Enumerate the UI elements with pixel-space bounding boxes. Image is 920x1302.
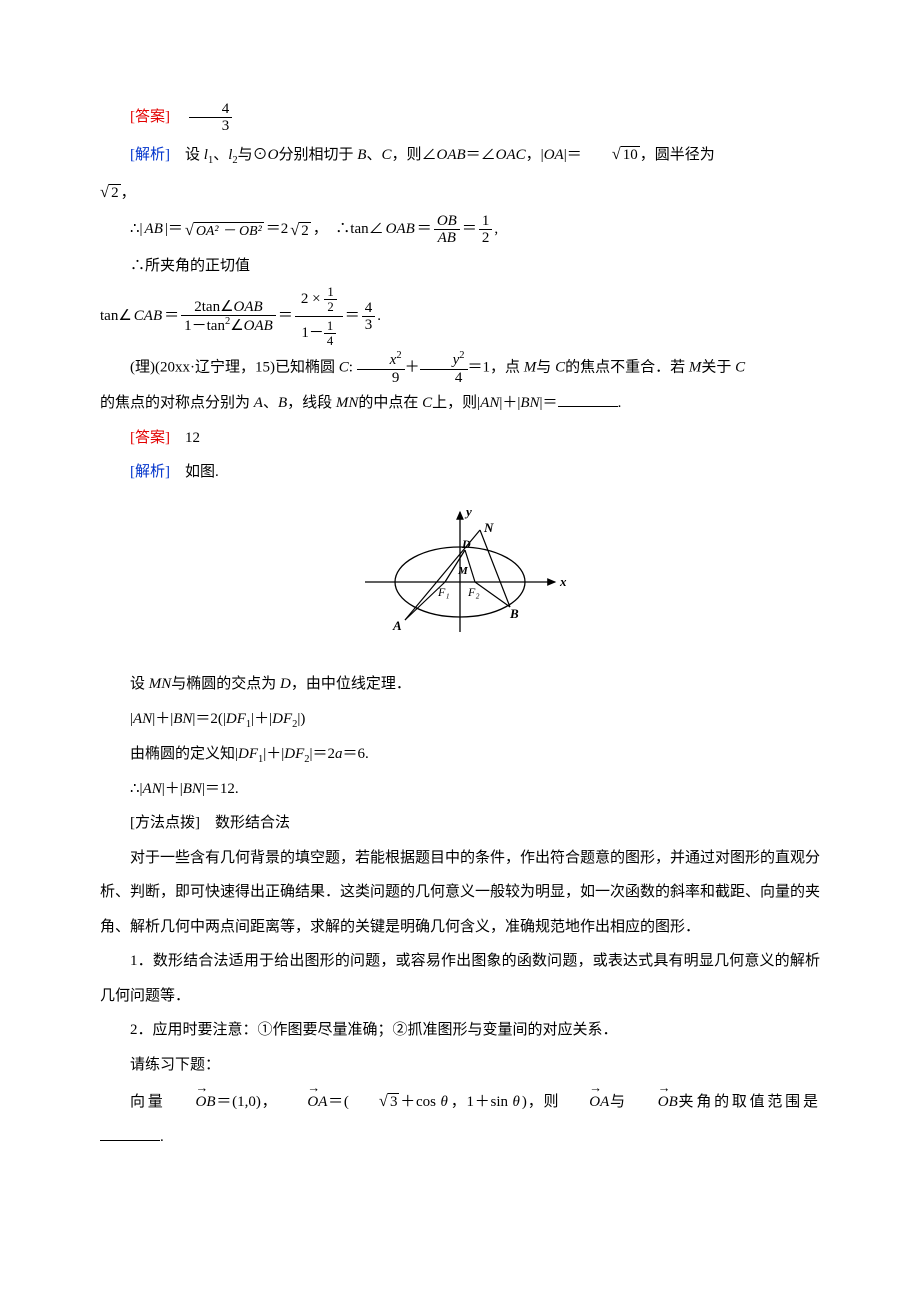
x-label: x — [559, 574, 567, 589]
exercise: 向量OB＝(1,0)，OA＝(3＋cos θ，1＋sin θ)，则OA与OB夹角… — [100, 1082, 820, 1120]
f2-label: F₂ — [467, 585, 480, 599]
answer1: [答案] 4 3 — [100, 100, 820, 135]
vec-oa2: OA — [559, 1085, 609, 1120]
blank-answer — [558, 391, 618, 407]
analysis1-line1b: 2， — [100, 173, 820, 211]
ab-line: ∴|AB|＝ OA² － OB²＝22， ∴tan∠OAB＝ OBAB＝ 12, — [100, 211, 820, 249]
y2-4: y24 — [420, 350, 468, 386]
x2-9: x29 — [357, 350, 405, 386]
problem2: (理)(20xx·辽宁理，15)已知椭圆 C: x29＋y24＝1，点 M与 C… — [100, 350, 820, 386]
ellipse-figure: F₁ F₂ x y N D M A B — [100, 502, 820, 656]
pf-l2: |AN|＋|BN|＝2(|DF1|＋|DF2|) — [100, 702, 820, 737]
answer1-frac: 4 3 — [189, 101, 233, 135]
d-label: D — [461, 537, 471, 551]
b-label: B — [509, 606, 519, 621]
analysis1-line1: [解析] 设 l1、l2与⊙O分别相切于 B、C，则∠OAB＝∠OAC，|OA|… — [100, 135, 820, 173]
tan-label: ∴所夹角的正切值 — [100, 249, 820, 284]
one-half: 12 — [479, 213, 493, 247]
method-label: [方法点拨] 数形结合法 — [100, 806, 820, 841]
method-p1: 对于一些含有几何背景的填空题，若能根据题目中的条件，作出符合题意的图形，并通过对… — [100, 841, 820, 945]
vec-ob2: OB — [628, 1085, 678, 1120]
method-p3: 2．应用时要注意：①作图要尽量准确；②抓准图形与变量间的对应关系． — [100, 1013, 820, 1048]
four-thirds: 43 — [362, 300, 376, 334]
n-label: N — [483, 520, 494, 535]
y-label: y — [464, 504, 472, 519]
ob-over-ab: OBAB — [434, 213, 460, 247]
answer1-label: [答案] — [130, 109, 170, 125]
problem2-line2: 的焦点的对称点分别为 A、B，线段 MN的中点在 C上，则|AN|＋|BN|＝. — [100, 386, 820, 421]
blank-exercise — [100, 1125, 160, 1141]
m-label: M — [457, 565, 469, 577]
answer2: [答案] 12 — [100, 421, 820, 456]
pf-l1: 设 MN与椭圆的交点为 D，由中位线定理． — [100, 667, 820, 702]
pf-l4: ∴|AN|＋|BN|＝12. — [100, 772, 820, 807]
tan-cab: tan∠CAB＝ 2tan∠OAB 1－tan2∠OAB ＝ 2 × 12 1－… — [100, 283, 820, 350]
method-p2: 1．数形结合法适用于给出图形的问题，或容易作出图象的函数问题，或表达式具有明显几… — [100, 944, 820, 1013]
vec-oa: OA — [277, 1085, 327, 1120]
analysis-label: [解析] — [130, 147, 170, 163]
tan-frac2: 2 × 12 1－14 — [295, 283, 343, 350]
a-label: A — [392, 618, 402, 633]
sqrt-oa-ob: OA² － OB² — [185, 211, 264, 249]
sqrt10: 10 — [582, 135, 640, 173]
figure-svg: F₁ F₂ x y N D M A B — [350, 502, 570, 642]
exercise-blank: . — [100, 1120, 820, 1155]
analysis2: [解析] 如图. — [100, 455, 820, 490]
tan-frac1: 2tan∠OAB 1－tan2∠OAB — [181, 299, 276, 335]
vec-ob: OB — [166, 1085, 216, 1120]
sqrt2: 2 — [100, 173, 121, 211]
pf-l3: 由椭圆的定义知|DF1|＋|DF2|＝2a＝6. — [100, 737, 820, 772]
